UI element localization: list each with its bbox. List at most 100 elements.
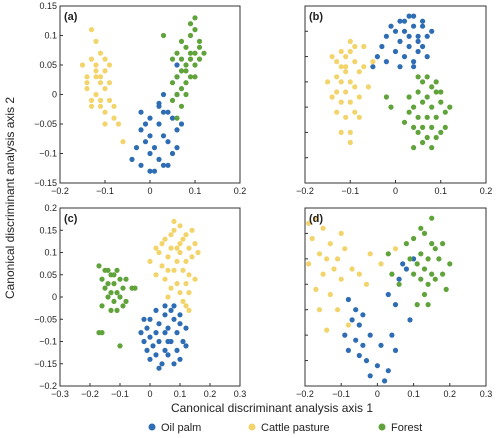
data-point: [421, 291, 428, 298]
panels: −0.2 −0.1 0 0.1 0.2 −0.15 −0.1 −0.05 0 0.05 0.1 0.1…: [34, 1, 492, 399]
data-point: [201, 50, 207, 56]
data-point: [429, 241, 435, 247]
y-tick-label: 0.2: [44, 203, 57, 213]
data-point: [389, 332, 395, 338]
data-point: [424, 33, 430, 39]
data-point: [156, 321, 162, 327]
x-tick-label: 0.3: [234, 389, 247, 399]
data-point: [165, 139, 171, 145]
data-point: [407, 317, 413, 323]
data-point: [105, 281, 111, 287]
data-point: [429, 271, 435, 277]
plot-frame: [304, 207, 487, 387]
data-point: [392, 28, 399, 34]
data-point: [401, 28, 408, 34]
y-tick-label: 0.15: [39, 1, 57, 11]
data-point: [415, 74, 421, 80]
data-point: [159, 241, 165, 247]
data-point: [115, 121, 122, 127]
data-point: [442, 124, 448, 130]
data-point: [186, 245, 192, 251]
data-point: [396, 276, 402, 282]
data-point: [406, 43, 412, 50]
y-axis-label: Canonical discriminant analysis axis 2: [3, 97, 17, 299]
legend-marker: [148, 423, 156, 431]
data-point: [338, 129, 344, 135]
data-point: [187, 56, 194, 62]
data-point: [367, 332, 373, 338]
data-point: [159, 263, 165, 269]
x-tick-label: −0.1: [111, 389, 129, 399]
series-cattle-pasture: [306, 215, 399, 333]
data-point: [425, 302, 431, 308]
data-point: [335, 307, 341, 313]
data-point: [160, 32, 167, 39]
data-point: [93, 91, 99, 98]
data-point: [420, 23, 426, 29]
data-point: [93, 38, 99, 45]
data-point: [347, 129, 353, 135]
data-point: [138, 109, 144, 115]
data-point: [415, 48, 421, 55]
data-point: [429, 145, 435, 151]
data-point: [316, 307, 323, 313]
data-point: [432, 276, 438, 282]
data-point: [183, 91, 189, 98]
data-point: [361, 64, 367, 70]
x-tick-label: −0.1: [96, 186, 114, 196]
data-point: [401, 54, 408, 60]
data-point: [174, 145, 180, 151]
data-point: [353, 307, 359, 313]
data-point: [120, 303, 126, 309]
data-point: [385, 251, 391, 257]
data-point: [177, 356, 183, 362]
data-point: [335, 256, 341, 262]
data-point: [415, 129, 421, 135]
data-point: [178, 68, 185, 74]
data-point: [171, 303, 177, 309]
data-point: [156, 100, 162, 106]
data-point: [447, 261, 453, 267]
data-point: [383, 94, 389, 100]
data-point: [171, 361, 177, 367]
series-cattle-pasture: [147, 218, 201, 313]
data-point: [186, 290, 192, 296]
y-tick-label: −0.05: [34, 314, 57, 324]
data-point: [156, 249, 162, 256]
data-point: [442, 109, 448, 115]
data-point: [320, 271, 326, 277]
data-point: [424, 94, 430, 100]
data-point: [343, 114, 349, 120]
data-point: [150, 343, 156, 349]
data-point: [192, 50, 198, 56]
data-point: [329, 94, 335, 100]
data-point: [168, 245, 174, 251]
data-point: [392, 347, 399, 353]
data-point: [418, 225, 424, 231]
data-point: [343, 69, 349, 75]
data-point: [102, 285, 108, 291]
y-tick-label: 0.1: [44, 248, 57, 258]
plot-frame: [59, 5, 241, 184]
data-point: [374, 363, 380, 369]
data-point: [345, 296, 351, 303]
data-point: [313, 215, 319, 221]
data-point: [187, 21, 194, 27]
data-point: [138, 127, 144, 133]
data-point: [356, 271, 362, 277]
data-point: [433, 114, 439, 120]
x-tick-label: 0: [147, 186, 152, 196]
data-point: [183, 258, 189, 264]
data-point: [338, 230, 344, 236]
data-point: [183, 80, 189, 86]
data-point: [415, 89, 421, 95]
data-point: [407, 256, 413, 262]
data-point: [147, 168, 153, 174]
data-point: [177, 312, 183, 318]
data-point: [406, 109, 412, 115]
data-point: [177, 223, 183, 229]
x-tick-label: −0.2: [296, 186, 314, 196]
data-point: [88, 103, 95, 109]
data-point: [169, 80, 176, 86]
data-point: [180, 338, 186, 345]
